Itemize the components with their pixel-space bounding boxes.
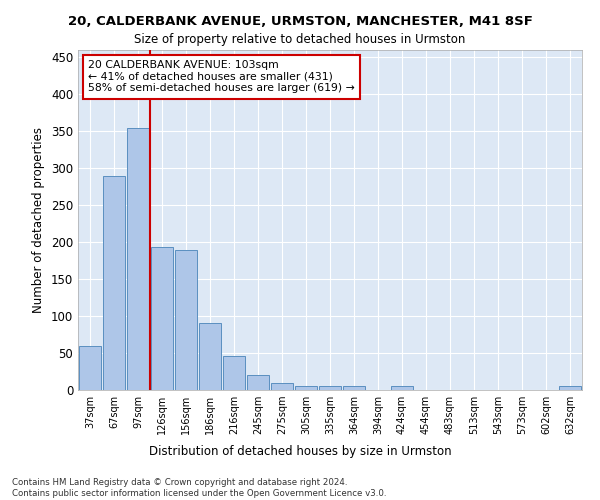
- Bar: [175, 250, 197, 390]
- Bar: [559, 386, 581, 390]
- Text: Contains HM Land Registry data © Crown copyright and database right 2024.
Contai: Contains HM Land Registry data © Crown c…: [12, 478, 386, 498]
- Bar: [391, 386, 413, 390]
- Bar: [343, 386, 365, 390]
- Bar: [127, 128, 149, 390]
- Bar: [271, 384, 293, 390]
- Bar: [79, 346, 101, 390]
- Bar: [103, 176, 125, 390]
- Bar: [247, 375, 269, 390]
- Bar: [295, 386, 317, 390]
- Text: 20 CALDERBANK AVENUE: 103sqm
← 41% of detached houses are smaller (431)
58% of s: 20 CALDERBANK AVENUE: 103sqm ← 41% of de…: [88, 60, 355, 94]
- Bar: [199, 322, 221, 390]
- Text: Size of property relative to detached houses in Urmston: Size of property relative to detached ho…: [134, 32, 466, 46]
- Bar: [319, 386, 341, 390]
- Text: Distribution of detached houses by size in Urmston: Distribution of detached houses by size …: [149, 444, 451, 458]
- Text: 20, CALDERBANK AVENUE, URMSTON, MANCHESTER, M41 8SF: 20, CALDERBANK AVENUE, URMSTON, MANCHEST…: [68, 15, 532, 28]
- Y-axis label: Number of detached properties: Number of detached properties: [32, 127, 46, 313]
- Bar: [151, 248, 173, 390]
- Bar: [223, 356, 245, 390]
